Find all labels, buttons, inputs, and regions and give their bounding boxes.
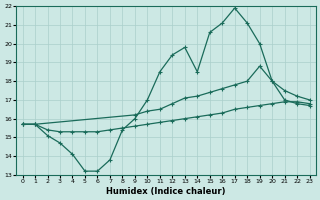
X-axis label: Humidex (Indice chaleur): Humidex (Indice chaleur): [106, 187, 226, 196]
